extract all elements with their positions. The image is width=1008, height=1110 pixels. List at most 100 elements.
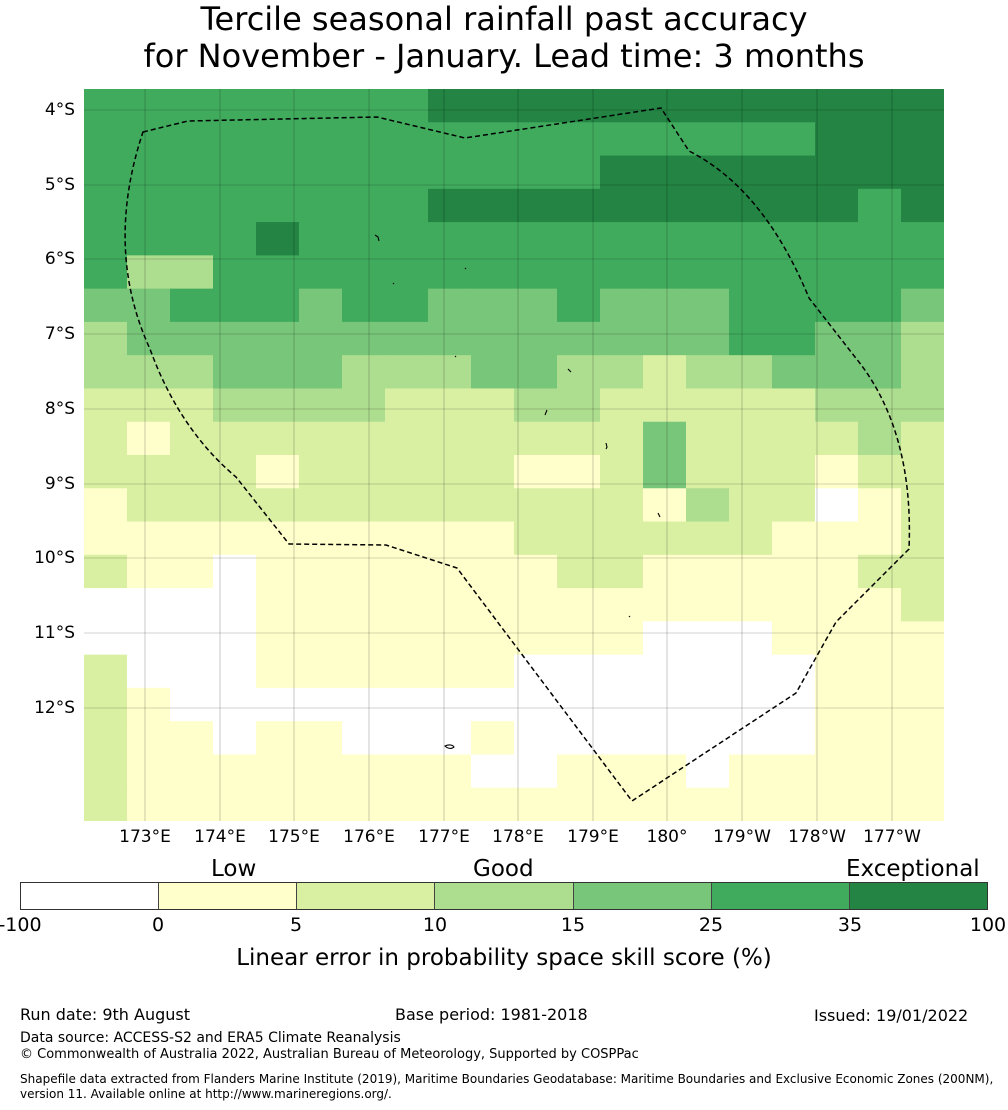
skill-cell	[84, 222, 128, 256]
skill-cell	[858, 521, 902, 556]
skill-cell	[127, 455, 171, 489]
skill-cell	[686, 654, 730, 689]
skill-cell	[342, 255, 386, 290]
skill-cell	[514, 188, 558, 223]
island-outlines	[374, 234, 661, 749]
lon-label: 177°W	[863, 827, 921, 847]
skill-cell	[600, 321, 644, 356]
skill-cell	[686, 554, 730, 589]
skill-cell	[901, 188, 944, 223]
skill-cell	[127, 388, 171, 423]
skill-cell	[299, 288, 343, 323]
skill-cell	[213, 488, 257, 523]
skill-cell	[127, 421, 171, 456]
skill-cell	[213, 588, 257, 622]
skill-cell	[256, 421, 300, 456]
skill-cell	[299, 321, 343, 356]
skill-cell	[84, 255, 128, 290]
skill-cell	[170, 355, 214, 390]
skill-cell	[84, 421, 128, 456]
skill-cell	[686, 721, 730, 756]
skill-cell	[901, 321, 944, 356]
skill-cell	[815, 288, 859, 323]
skill-cell	[127, 488, 171, 523]
skill-cell	[299, 122, 343, 157]
skill-cell	[213, 89, 257, 123]
skill-cell	[385, 455, 429, 489]
skill-cell	[772, 188, 816, 223]
skill-cell	[729, 787, 773, 821]
skill-cell	[385, 721, 429, 756]
skill-cell	[84, 188, 128, 223]
skill-cell	[815, 455, 859, 489]
skill-cell	[127, 155, 171, 190]
skill-cell	[729, 321, 773, 356]
skill-cell	[428, 155, 472, 190]
skill-cell	[729, 488, 773, 523]
skill-cell	[84, 787, 128, 821]
skill-cell	[901, 255, 944, 290]
skill-cell	[858, 355, 902, 390]
skill-cell	[299, 488, 343, 523]
skill-cell	[256, 687, 300, 722]
colorbar-tick: 35	[837, 914, 863, 936]
skill-cell	[428, 388, 472, 423]
lon-label: 176°E	[343, 827, 395, 847]
skill-cell	[256, 754, 300, 789]
skill-cell	[428, 754, 472, 789]
colorbar-tick: 25	[698, 914, 724, 936]
colorbar-label: Linear error in probability space skill …	[236, 945, 772, 971]
skill-cell	[84, 588, 128, 622]
skill-cell	[514, 155, 558, 190]
skill-cell	[643, 421, 687, 456]
skill-cell	[772, 155, 816, 190]
skill-cell	[514, 754, 558, 789]
skill-cell	[686, 621, 730, 656]
skill-cell	[299, 787, 343, 821]
skill-cell	[686, 188, 730, 223]
skill-cell	[557, 89, 601, 123]
skill-cell	[213, 554, 257, 589]
skill-cell	[170, 188, 214, 223]
skill-cell	[471, 421, 515, 456]
copyright: © Commonwealth of Australia 2022, Austra…	[20, 1047, 639, 1062]
skill-cell	[643, 654, 687, 689]
skill-cell	[428, 588, 472, 622]
skill-cell	[84, 621, 128, 656]
skill-cell	[643, 89, 687, 123]
skill-cell	[428, 687, 472, 722]
skill-cell	[127, 321, 171, 356]
skill-cell	[729, 288, 773, 323]
skill-cell	[213, 122, 257, 157]
colorbar-tick: 100	[969, 914, 1007, 936]
skill-cell	[858, 222, 902, 256]
skill-cell	[471, 455, 515, 489]
lat-label: 8°S	[44, 399, 75, 419]
skill-cell	[600, 521, 644, 556]
lat-label: 11°S	[34, 623, 75, 643]
skill-cell	[471, 355, 515, 390]
skill-cell	[901, 654, 944, 689]
skill-cell	[815, 355, 859, 390]
skill-cell	[600, 654, 644, 689]
skill-cell	[299, 222, 343, 256]
skill-cell	[514, 621, 558, 656]
island-outline	[657, 512, 661, 518]
skill-cell	[170, 554, 214, 589]
skill-cell	[815, 588, 859, 622]
skill-cell	[858, 288, 902, 323]
skill-cell	[815, 521, 859, 556]
skill-cell	[557, 155, 601, 190]
skill-cell	[600, 787, 644, 821]
skill-cell	[815, 754, 859, 789]
colorbar-bin	[711, 883, 850, 909]
skill-cell	[385, 421, 429, 456]
skill-cell	[213, 787, 257, 821]
skill-cell	[256, 588, 300, 622]
skill-cell	[557, 687, 601, 722]
skill-cell	[385, 355, 429, 390]
skill-cell	[686, 321, 730, 356]
skill-cell	[729, 255, 773, 290]
skill-cell	[815, 122, 859, 157]
chart-title-line-1: Tercile seasonal rainfall past accuracy	[200, 0, 808, 38]
